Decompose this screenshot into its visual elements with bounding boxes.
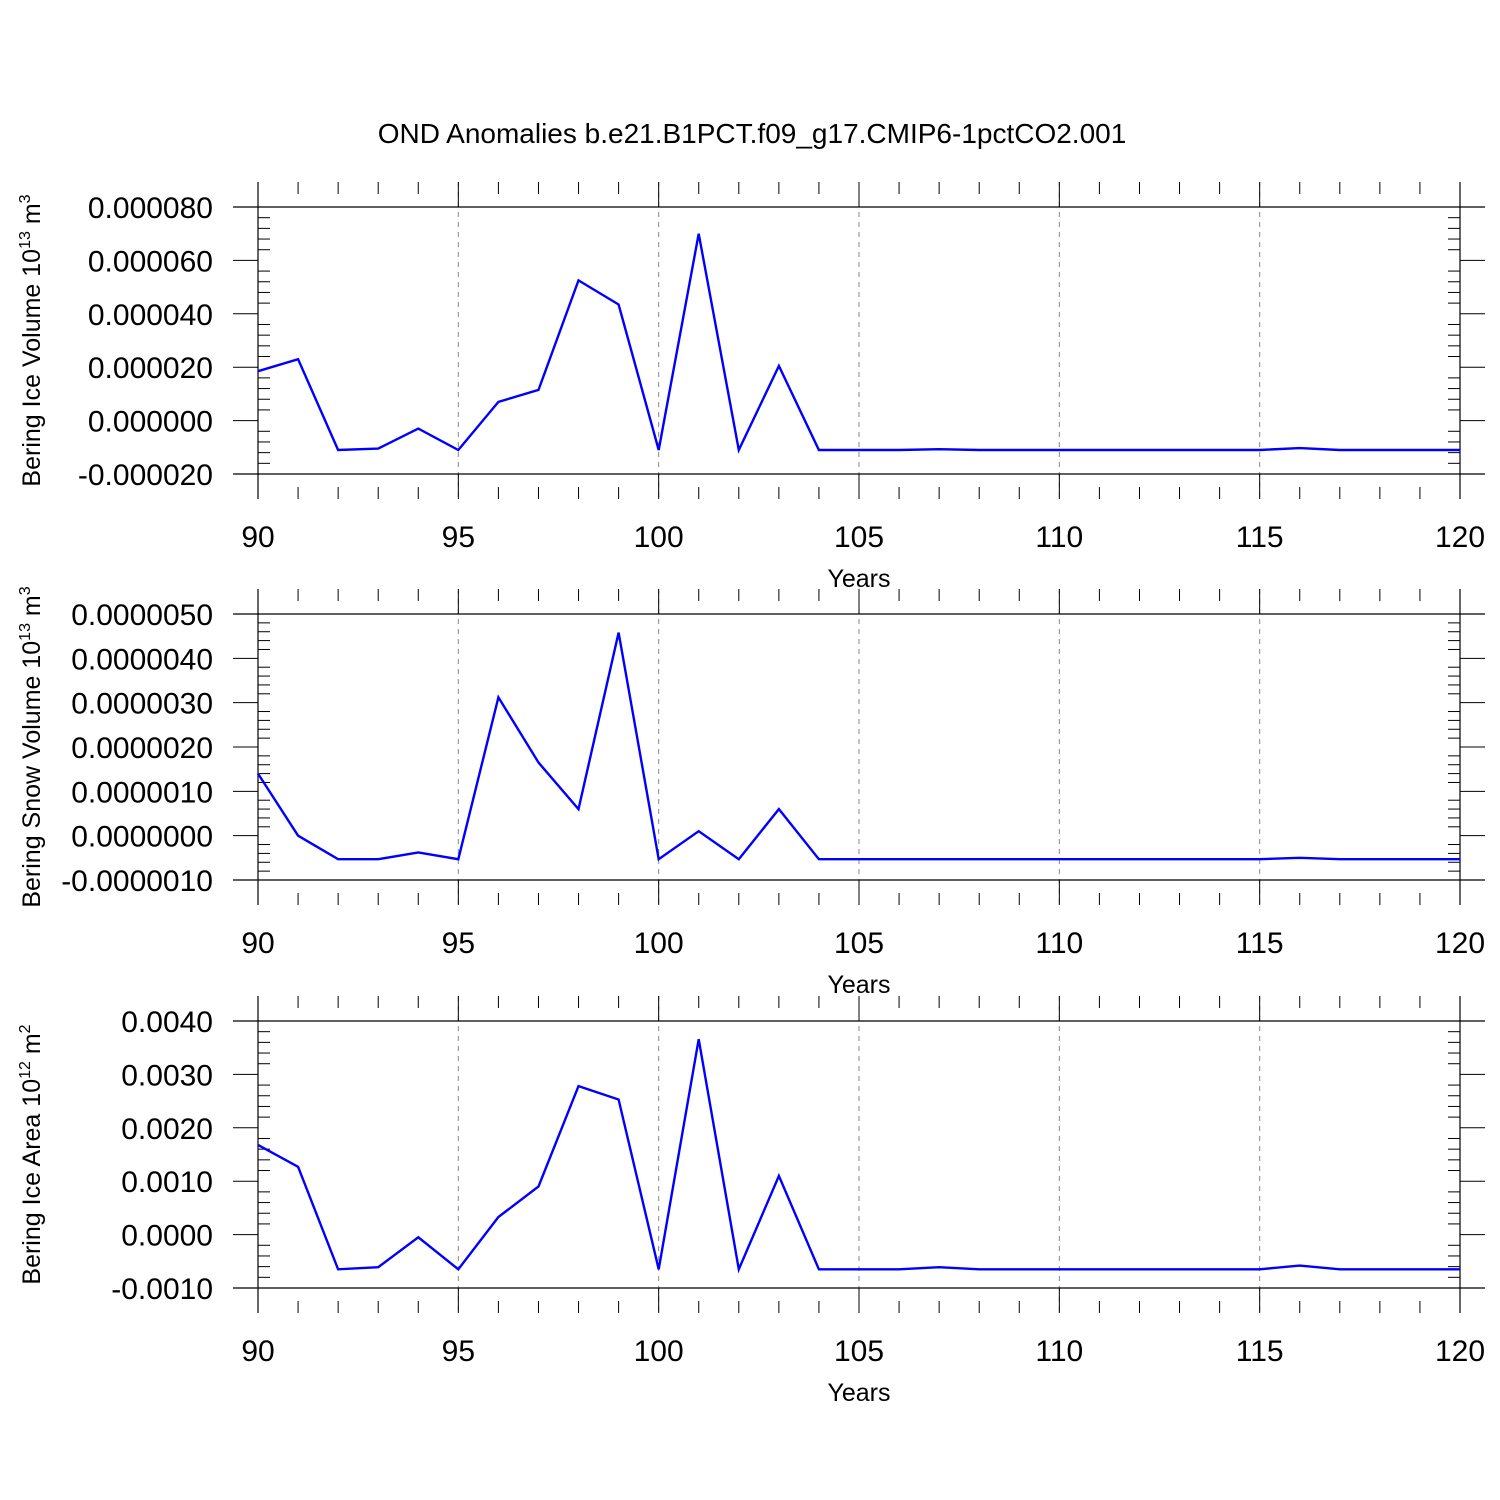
x-tick-label: 110 bbox=[1035, 927, 1083, 960]
y-axis-label-part: m bbox=[18, 595, 46, 623]
x-tick-label: 110 bbox=[1035, 521, 1083, 554]
y-tick-label: 0.0000000 bbox=[71, 821, 213, 854]
x-tick-label: 110 bbox=[1035, 1335, 1083, 1368]
series-line bbox=[257, 233, 1460, 454]
y-tick-label: 0.000080 bbox=[88, 192, 213, 225]
y-tick-label: 0.000060 bbox=[88, 245, 213, 278]
y-tick-label: 0.0000 bbox=[121, 1220, 213, 1253]
figure-title: OND Anomalies b.e21.B1PCT.f09_g17.CMIP6-… bbox=[378, 118, 1127, 149]
y-tick-label: -0.0000010 bbox=[61, 865, 213, 898]
y-axis-label-part: Bering Ice Volume 10 bbox=[18, 249, 46, 487]
x-axis-label: Years bbox=[827, 565, 890, 593]
y-tick-label: 0.0000030 bbox=[71, 688, 213, 721]
x-tick-label: 100 bbox=[634, 521, 684, 554]
y-tick-label: 0.0000010 bbox=[71, 776, 213, 809]
y-axis-label-part: m bbox=[18, 203, 46, 231]
y-axis-label-part: 3 bbox=[17, 194, 34, 203]
y-tick-label: -0.000020 bbox=[78, 459, 213, 492]
y-axis-label-part: 13 bbox=[17, 623, 34, 641]
x-tick-label: 120 bbox=[1435, 927, 1485, 960]
x-tick-label: 90 bbox=[241, 521, 274, 554]
x-tick-label: 100 bbox=[634, 927, 684, 960]
chart-panel-1: 90 95 100 105 110 115 120 -0.000020 0.000000 0.00… bbox=[17, 182, 1485, 593]
y-tick-label: 0.0040 bbox=[121, 1006, 213, 1039]
x-axis-label: Years bbox=[827, 971, 890, 999]
y-tick-label: 0.0000050 bbox=[71, 599, 213, 632]
chart-panel-2: 90 95 100 105 110 115 120 -0.0000010 0.0000000 0.… bbox=[17, 586, 1485, 999]
x-tick-label: 100 bbox=[634, 1335, 684, 1368]
y-tick-label: 0.000000 bbox=[88, 406, 213, 439]
y-tick-label: 0.000020 bbox=[88, 352, 213, 385]
x-tick-label: 95 bbox=[442, 521, 475, 554]
x-axis-label: Years bbox=[827, 1379, 890, 1407]
y-axis-label-part: 13 bbox=[17, 231, 34, 249]
y-axis-label: Bering Ice Area 1012 m2 bbox=[17, 1024, 46, 1284]
x-tick-label: 115 bbox=[1236, 1335, 1284, 1368]
panels: 90 95 100 105 110 115 120 -0.000020 0.000000 0.00… bbox=[17, 182, 1485, 1407]
x-tick-label: 115 bbox=[1236, 927, 1284, 960]
y-axis-label-part: Bering Ice Area 10 bbox=[18, 1079, 46, 1285]
y-axis-label: Bering Ice Volume 1013 m3 bbox=[17, 194, 46, 486]
y-axis-label-part: Bering Snow Volume 10 bbox=[18, 641, 46, 908]
x-tick-label: 105 bbox=[834, 521, 884, 554]
x-tick-label: 95 bbox=[442, 927, 475, 960]
y-axis-label: Bering Snow Volume 1013 m3 bbox=[17, 586, 46, 907]
y-tick-label: 0.0000020 bbox=[71, 732, 213, 765]
x-tick-label: 115 bbox=[1236, 521, 1284, 554]
x-tick-label: 120 bbox=[1435, 521, 1485, 554]
x-tick-label: 120 bbox=[1435, 1335, 1485, 1368]
y-tick-label: -0.0010 bbox=[111, 1273, 213, 1306]
y-axis-label-part: 3 bbox=[17, 586, 34, 595]
chart-panel-3: 90 95 100 105 110 115 120 -0.0010 0.0000 0.0010 0.… bbox=[17, 996, 1485, 1407]
x-tick-label: 95 bbox=[442, 1335, 475, 1368]
x-tick-label: 90 bbox=[241, 927, 274, 960]
y-tick-label: 0.0030 bbox=[121, 1059, 213, 1092]
x-tick-label: 90 bbox=[241, 1335, 274, 1368]
y-axis-label-part: 12 bbox=[17, 1061, 34, 1079]
y-tick-label: 0.0020 bbox=[121, 1113, 213, 1146]
y-tick-label: 0.0000040 bbox=[71, 643, 213, 676]
series-line bbox=[257, 1038, 1460, 1274]
y-axis-label-part: m bbox=[18, 1033, 46, 1061]
series-line bbox=[256, 632, 1460, 862]
x-tick-label: 105 bbox=[834, 927, 884, 960]
y-tick-label: 0.000040 bbox=[88, 299, 213, 332]
x-tick-label: 105 bbox=[834, 1335, 884, 1368]
y-axis-label-part: 2 bbox=[17, 1024, 34, 1033]
y-tick-label: 0.0010 bbox=[121, 1166, 213, 1199]
